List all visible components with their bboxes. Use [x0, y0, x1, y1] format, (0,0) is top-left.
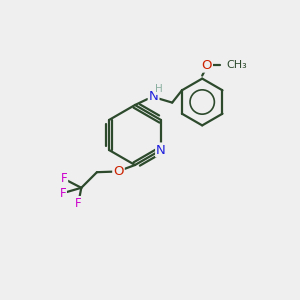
Text: F: F: [61, 172, 67, 185]
Text: N: N: [156, 143, 166, 157]
Text: N: N: [149, 89, 158, 103]
Text: O: O: [113, 165, 124, 178]
Text: O: O: [202, 58, 212, 72]
Text: CH₃: CH₃: [227, 60, 248, 70]
Text: F: F: [59, 187, 66, 200]
Text: H: H: [155, 84, 163, 94]
Text: F: F: [75, 197, 82, 210]
